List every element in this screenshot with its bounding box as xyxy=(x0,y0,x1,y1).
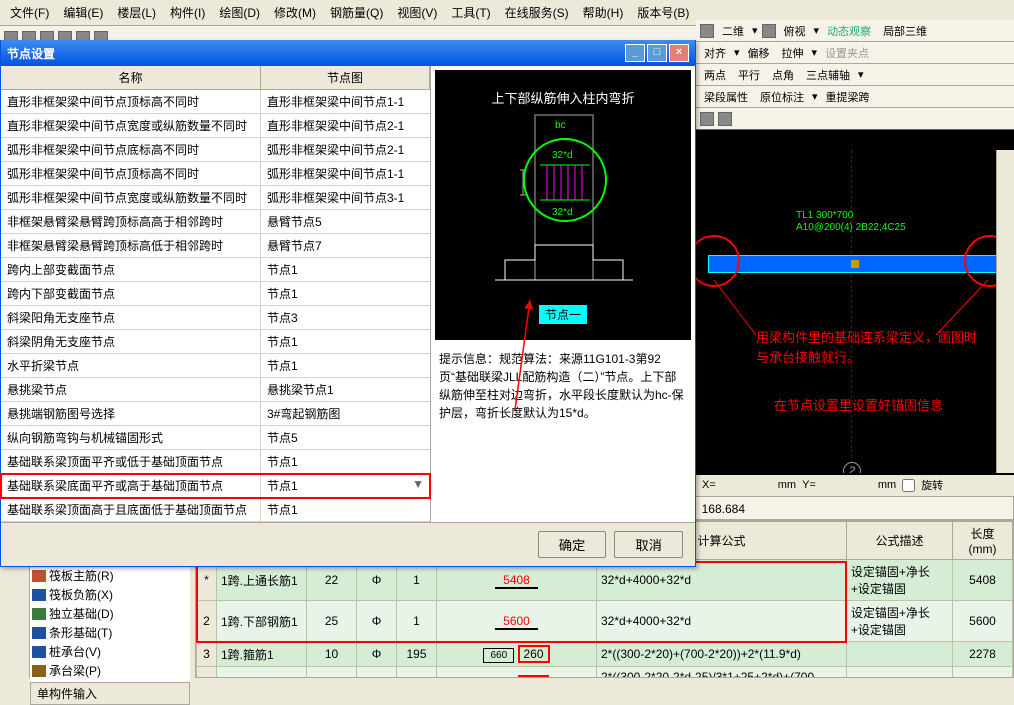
grid-header[interactable]: 公式描述 xyxy=(846,522,952,560)
table-row[interactable]: 水平折梁节点节点1 xyxy=(1,354,430,378)
table-row[interactable]: 跨内下部变截面节点节点1 xyxy=(1,282,430,306)
tree-item[interactable]: 承台梁(P) xyxy=(30,661,190,680)
local-3d[interactable]: 局部三维 xyxy=(879,22,931,40)
ok-button[interactable]: 确定 xyxy=(538,531,607,558)
table-row[interactable]: 弧形非框架梁中间节点宽度或纵筋数量不同时弧形非框架梁中间节点3-1 xyxy=(1,186,430,210)
grip[interactable] xyxy=(851,260,859,268)
cad-toolbar-2: 对齐▾ 偏移 拉伸▾ 设置夹点 xyxy=(696,42,1014,64)
tool-icon[interactable] xyxy=(762,24,776,38)
grid-row[interactable]: 2 1跨.下部钢筋1 25 Φ 1 5600 32*d+4000+32*d 设定… xyxy=(197,601,1013,642)
cancel-button[interactable]: 取消 xyxy=(614,531,683,558)
maximize-button[interactable]: □ xyxy=(647,44,667,62)
annotation-text: 用梁构件里的基础连系梁定义，画图时与承台接触就行。 xyxy=(756,328,986,367)
scrollbar-vertical[interactable] xyxy=(996,150,1014,473)
parallel[interactable]: 平行 xyxy=(734,66,764,84)
table-row[interactable]: 斜梁阴角无支座节点节点1 xyxy=(1,330,430,354)
menu-rebar[interactable]: 钢筋量(Q) xyxy=(324,2,389,23)
dialog-titlebar[interactable]: 节点设置 _ □ × xyxy=(1,40,695,66)
stretch[interactable]: 拉伸 xyxy=(778,44,808,62)
beam-label: TL1 300*700 xyxy=(796,210,853,221)
table-row[interactable]: 斜梁阳角无支座节点节点3 xyxy=(1,306,430,330)
annotation-circle xyxy=(964,235,996,287)
tree-item[interactable]: 独立基础(D) xyxy=(30,604,190,623)
node-table: 名称 节点图 直形非框架梁中间节点顶标高不同时直形非框架梁中间节点1-1直形非框… xyxy=(1,66,431,522)
tool-icon[interactable] xyxy=(700,112,714,126)
tree-item[interactable]: 筏板负筋(X) xyxy=(30,585,190,604)
tree-item[interactable]: 桩承台(V) xyxy=(30,642,190,661)
minimize-button[interactable]: _ xyxy=(625,44,645,62)
table-row[interactable]: 弧形非框架梁中间节点底标高不同时弧形非框架梁中间节点2-1 xyxy=(1,138,430,162)
table-row[interactable]: 纵向钢筋弯钩与机械锚固形式节点5 xyxy=(1,426,430,450)
tool-icon[interactable] xyxy=(718,112,732,126)
rotate-checkbox[interactable] xyxy=(902,479,915,492)
menu-version[interactable]: 版本号(B) xyxy=(631,2,695,23)
point-angle[interactable]: 点角 xyxy=(768,66,798,84)
menu-tool[interactable]: 工具(T) xyxy=(445,2,496,23)
in-place-label[interactable]: 原位标注 xyxy=(756,88,808,106)
cad-toolbar-1: 二维▾ 俯视▾ 动态观察 局部三维 xyxy=(696,20,1014,42)
cad-toolbar-5 xyxy=(696,108,1014,130)
close-button[interactable]: × xyxy=(669,44,689,62)
set-grip[interactable]: 设置夹点 xyxy=(821,44,873,62)
grid-row[interactable]: 3 1跨.箍筋1 10 Φ 195 660 260 2*((300-2*20)+… xyxy=(197,642,1013,667)
col-diagram[interactable]: 节点图 xyxy=(261,66,430,89)
tool-icon[interactable] xyxy=(700,24,714,38)
node-diagram: 上下部纵筋伸入柱内弯折 bc 32*d xyxy=(435,70,691,340)
view-2d[interactable]: 二维 xyxy=(718,22,748,40)
menu-component[interactable]: 构件(I) xyxy=(164,2,211,23)
grid-row[interactable]: 4 1跨.箍筋2 10 Φ 195 660 117 2*((300-2*20-2… xyxy=(197,667,1013,679)
three-point[interactable]: 三点辅轴 xyxy=(802,66,854,84)
menu-help[interactable]: 帮助(H) xyxy=(577,2,630,23)
table-row[interactable]: 非框架悬臂梁悬臂跨顶标高低于相邻跨时悬臂节点7 xyxy=(1,234,430,258)
menu-modify[interactable]: 修改(M) xyxy=(268,2,322,23)
table-row[interactable]: 直形非框架梁中间节点宽度或纵筋数量不同时直形非框架梁中间节点2-1 xyxy=(1,114,430,138)
cad-statusbar: X= mm Y= mm 旋转 xyxy=(696,475,1014,495)
offset[interactable]: 偏移 xyxy=(744,44,774,62)
cad-viewport: 二维▾ 俯视▾ 动态观察 局部三维 对齐▾ 偏移 拉伸▾ 设置夹点 两点 平行 … xyxy=(696,20,1014,495)
menu-floor[interactable]: 楼层(L) xyxy=(111,2,162,23)
align[interactable]: 对齐 xyxy=(700,44,730,62)
cad-toolbar-4: 梁段属性 原位标注▾ 重提梁跨 xyxy=(696,86,1014,108)
axis-bubble: 2 xyxy=(843,462,861,473)
tree-item[interactable]: 筏板主筋(R) xyxy=(30,566,190,585)
menu-edit[interactable]: 编辑(E) xyxy=(57,2,109,23)
table-row[interactable]: 跨内上部变截面节点节点1 xyxy=(1,258,430,282)
menu-file[interactable]: 文件(F) xyxy=(4,2,55,23)
view-top[interactable]: 俯视 xyxy=(780,22,810,40)
menu-view[interactable]: 视图(V) xyxy=(391,2,443,23)
table-row[interactable]: 直形非框架梁中间节点顶标高不同时直形非框架梁中间节点1-1 xyxy=(1,90,430,114)
beam-prop[interactable]: 梁段属性 xyxy=(700,88,752,106)
table-row[interactable]: 非框架悬臂梁悬臂跨顶标高高于相邻跨时悬臂节点5 xyxy=(1,210,430,234)
cad-toolbar-3: 两点 平行 点角 三点辅轴▾ xyxy=(696,64,1014,86)
beam-label: A10@200(4) 2B22;4C25 xyxy=(796,222,906,233)
re-span[interactable]: 重提梁跨 xyxy=(822,88,874,106)
highlight-circle xyxy=(523,138,607,222)
annotation-text: 在节点设置里设置好锚固信息 xyxy=(774,396,994,416)
menu-draw[interactable]: 绘图(D) xyxy=(213,2,266,23)
annotation-circle xyxy=(696,235,740,287)
table-row[interactable]: 基础联系梁底面平齐或高于基础顶面节点节点1▼ xyxy=(1,474,430,498)
tree-footer[interactable]: 单构件输入 xyxy=(30,682,190,705)
table-row[interactable]: 基础联系梁顶面高于且底面低于基础顶面节点节点1 xyxy=(1,498,430,522)
table-row[interactable]: 悬挑端钢筋图号选择3#弯起钢筋图 xyxy=(1,402,430,426)
menu-online[interactable]: 在线服务(S) xyxy=(499,2,575,23)
col-name[interactable]: 名称 xyxy=(1,66,261,89)
table-row[interactable]: 基础联系梁顶面平齐或低于基础顶面节点节点1 xyxy=(1,450,430,474)
tree-item[interactable]: 条形基础(T) xyxy=(30,623,190,642)
svg-text:bc: bc xyxy=(555,120,566,131)
hint-text: 提示信息：规范算法：来源11G101-3第92页“基础联梁JLL配筋构造（二）”… xyxy=(431,344,695,428)
table-row[interactable]: 悬挑梁节点悬挑梁节点1 xyxy=(1,378,430,402)
node-settings-dialog: 节点设置 _ □ × 名称 节点图 直形非框架梁中间节点顶标高不同时直形非框架梁… xyxy=(0,40,696,567)
table-row[interactable]: 弧形非框架梁中间节点顶标高不同时弧形非框架梁中间节点1-1 xyxy=(1,162,430,186)
two-point[interactable]: 两点 xyxy=(700,66,730,84)
dialog-title: 节点设置 xyxy=(7,45,55,62)
orbit[interactable]: 动态观察 xyxy=(823,22,875,40)
grid-header[interactable]: 长度(mm) xyxy=(953,522,1013,560)
cad-canvas[interactable]: TL1 300*700 A10@200(4) 2B22;4C25 用梁构件里的基… xyxy=(696,150,996,473)
diagram-tag: 节点一 xyxy=(539,305,587,324)
